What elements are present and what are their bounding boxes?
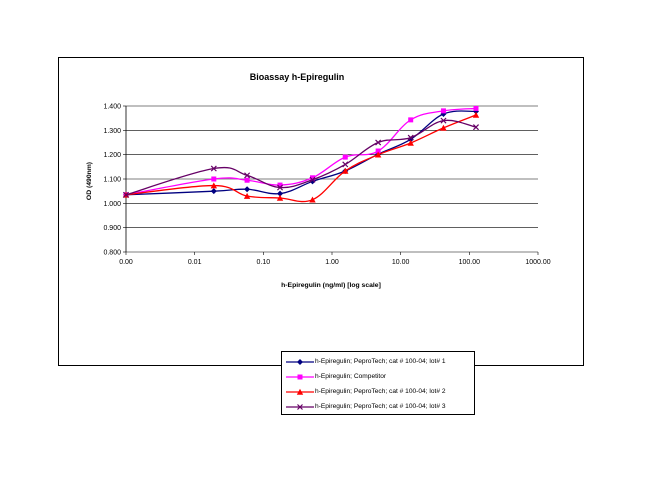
data-point-x (375, 139, 382, 146)
data-point-triangle (342, 167, 349, 174)
data-point-square (342, 154, 348, 160)
legend-marker-diamond-icon (286, 358, 314, 365)
x-tick-label: 100.00 (459, 259, 481, 266)
y-tick-label: 1.200 (103, 152, 121, 159)
data-point-x (276, 184, 284, 191)
x-tick-label: 1000.00 (525, 259, 550, 266)
data-point-x (210, 165, 217, 172)
data-point-triangle (309, 196, 316, 203)
y-tick-label: 1.300 (103, 128, 121, 135)
chart: Bioassay h-Epiregulin h-Epiregulin (ng/m… (86, 72, 551, 289)
x-tick-label: 1.00 (325, 259, 339, 266)
series-line (125, 110, 477, 196)
x-tick-label: 0.10 (257, 259, 271, 266)
data-point-square (473, 105, 479, 111)
x-tick-label: 0.01 (188, 259, 202, 266)
data-point-triangle (374, 151, 382, 158)
chart-area: Bioassay h-Epiregulin h-Epiregulin (ng/m… (58, 57, 584, 415)
data-point-x (309, 176, 316, 183)
legend-label: h-Epiregulin; PeproTech; cat # 100-04; l… (315, 403, 446, 410)
y-tick-label: 1.100 (103, 177, 121, 184)
data-point-diamond (277, 190, 284, 197)
axes: 0.800 0.900 1.000 1.100 1.200 1.300 1.400 0.00 0… (103, 104, 550, 267)
y-tick-label: 0.900 (103, 225, 121, 232)
y-tick-label: 1.000 (103, 201, 121, 208)
x-tick-label: 0.00 (119, 259, 133, 266)
data-point-triangle (276, 194, 284, 201)
legend: h-Epiregulin; PeproTech; cat # 100-04; l… (281, 351, 475, 415)
data-point-x (244, 172, 251, 179)
legend-label: h-Epiregulin; PeproTech; cat # 100-04; l… (315, 388, 446, 395)
series-line (125, 119, 477, 196)
y-tick-label: 1.400 (103, 104, 121, 111)
series-lines (122, 105, 480, 203)
chart-title: Bioassay h-Epiregulin (250, 72, 345, 82)
legend-label: h-Epiregulin; PeproTech; cat # 100-04; l… (315, 358, 446, 365)
data-point-x (122, 191, 130, 198)
data-point-x (342, 161, 349, 168)
data-point-square (408, 117, 414, 123)
data-point-square (244, 177, 250, 183)
x-axis-label: h-Epiregulin (ng/ml) [log scale] (281, 282, 381, 289)
gridlines (126, 105, 538, 253)
legend-marker-square-icon (286, 374, 314, 379)
data-point-square (211, 176, 217, 182)
data-point-x (472, 124, 480, 131)
data-point-square (440, 108, 446, 114)
series-line (125, 107, 477, 196)
data-point-triangle (210, 182, 218, 189)
legend-item-lot3: h-Epiregulin; PeproTech; cat # 100-04; l… (286, 399, 474, 414)
legend-item-lot1: h-Epiregulin; PeproTech; cat # 100-04; l… (286, 354, 474, 369)
data-point-diamond (210, 188, 217, 195)
legend-item-lot2: h-Epiregulin; PeproTech; cat # 100-04; l… (286, 384, 474, 399)
legend-marker-x-icon (286, 403, 314, 410)
data-point-square (309, 175, 315, 181)
y-axis-label: OD (490nm) (86, 162, 93, 200)
legend-label: h-Epiregulin; Competitor (315, 373, 387, 380)
y-tick-label: 0.800 (103, 250, 121, 257)
data-point-triangle (243, 192, 251, 199)
data-point-triangle (407, 139, 414, 146)
series-line (125, 114, 477, 203)
legend-item-competitor: h-Epiregulin; Competitor (286, 369, 474, 384)
x-tick-label: 10.00 (392, 259, 410, 266)
data-point-triangle (440, 124, 447, 131)
data-point-square (375, 148, 381, 154)
data-point-x (440, 117, 447, 124)
data-point-triangle (472, 111, 480, 118)
legend-marker-triangle-icon (286, 388, 314, 395)
data-point-square (277, 182, 283, 188)
data-point-x (407, 134, 414, 141)
data-point-diamond (244, 186, 251, 193)
